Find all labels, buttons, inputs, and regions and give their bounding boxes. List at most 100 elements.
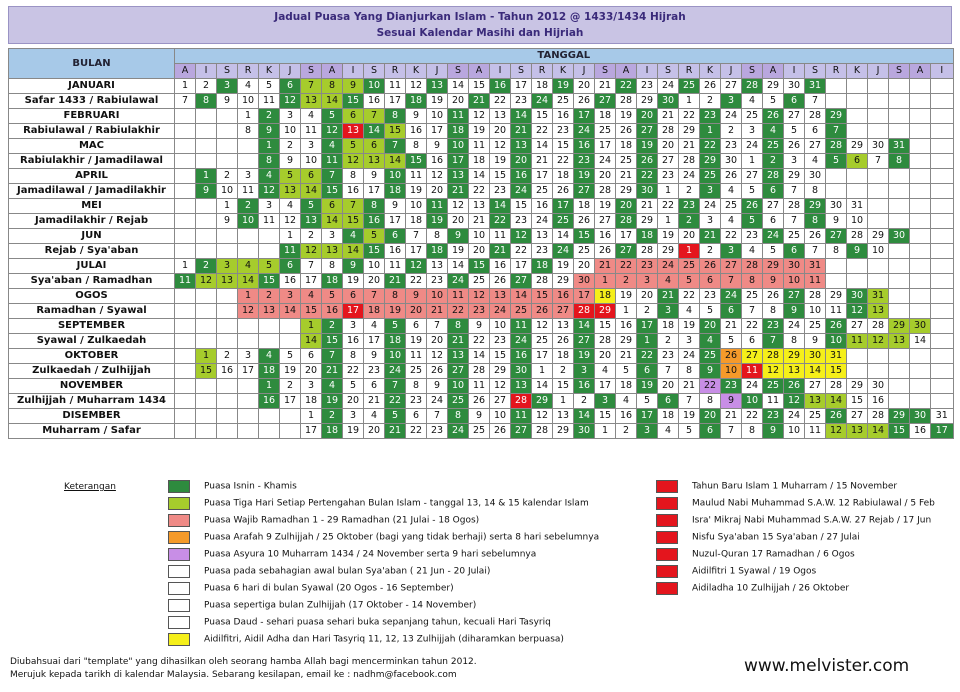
date-cell: 27 (720, 78, 742, 94)
date-cell: 21 (678, 138, 700, 154)
date-cell: 24 (510, 333, 532, 349)
legend-title: Keterangan (64, 482, 116, 492)
date-cell: 11 (321, 153, 343, 169)
date-cell: 19 (426, 213, 448, 229)
date-cell: 21 (426, 303, 448, 319)
legend-swatch (656, 565, 678, 578)
date-cell: 6 (783, 243, 805, 259)
hijri-row: Safar 1433 / Rabiulawal 7 8 9 10 11 12 13 14 15 16… (8, 93, 954, 109)
date-cell (216, 378, 238, 394)
date-cell: 20 (699, 408, 721, 424)
date-cell: 25 (594, 123, 616, 139)
date-cell: 26 (741, 198, 763, 214)
date-cell: 19 (489, 153, 511, 169)
date-cell (888, 213, 910, 229)
month-label: JANUARI (8, 78, 175, 94)
date-cell: 2 (195, 78, 217, 94)
date-cell: 2 (279, 378, 301, 394)
date-cell: 22 (489, 93, 511, 109)
date-cell: 6 (636, 363, 658, 379)
date-cell (930, 123, 954, 139)
date-cell: 31 (804, 78, 826, 94)
date-cell (237, 333, 259, 349)
date-cell: 15 (888, 423, 910, 439)
date-cell: 24 (594, 153, 616, 169)
date-cell: 6 (804, 123, 826, 139)
date-cell: 19 (552, 258, 574, 274)
footer-notes: Diubahsuai dari "template" yang dihasilk… (10, 656, 477, 682)
date-cell: 9 (699, 363, 721, 379)
date-cell: 21 (384, 273, 406, 289)
date-cell: 15 (510, 198, 532, 214)
legend-swatch (656, 582, 678, 595)
date-cell: 13 (489, 288, 511, 304)
date-cell: 11 (384, 258, 406, 274)
date-cell: 6 (342, 288, 364, 304)
date-cell: 2 (699, 93, 721, 109)
date-cell: 15 (321, 183, 343, 199)
date-cell: 20 (699, 318, 721, 334)
date-cell: 25 (804, 408, 826, 424)
date-cell: 5 (258, 78, 280, 94)
date-cell: 19 (636, 138, 658, 154)
date-cell: 20 (615, 198, 637, 214)
legend-swatch (168, 548, 190, 561)
date-cell: 25 (804, 318, 826, 334)
date-cell: 19 (573, 168, 595, 184)
date-cell: 20 (573, 258, 595, 274)
date-cell: 12 (279, 93, 301, 109)
date-cell: 16 (216, 363, 238, 379)
date-cell: 28 (825, 138, 847, 154)
date-cell: 30 (846, 288, 868, 304)
date-cell: 6 (321, 198, 343, 214)
date-cell: 28 (741, 78, 763, 94)
date-cell: 18 (405, 93, 427, 109)
month-row: JANUARI 1 2 3 4 5 6 7 8 9 10 11 12 13 14 15 16 17 18 19 20 21… (8, 78, 954, 94)
date-cell: 27 (615, 243, 637, 259)
date-cell: 23 (720, 378, 742, 394)
date-cell: 3 (741, 123, 763, 139)
date-cell (930, 273, 954, 289)
date-cell (930, 168, 954, 184)
date-cell: 14 (300, 183, 322, 199)
date-cell: 4 (342, 228, 364, 244)
site-link[interactable]: www.melvister.com (744, 656, 910, 676)
date-cell (258, 243, 280, 259)
date-cell: 25 (531, 183, 553, 199)
date-cell: 5 (342, 378, 364, 394)
date-cell: 14 (552, 228, 574, 244)
date-cell: 13 (468, 198, 490, 214)
date-cell: 28 (762, 348, 784, 364)
legend-item: Puasa Arafah 9 Zulhijjah / 25 Oktober (b… (168, 531, 599, 545)
date-cell: 29 (531, 393, 553, 409)
date-cell: 29 (636, 213, 658, 229)
date-cell: 9 (783, 303, 805, 319)
date-cell: 29 (636, 93, 658, 109)
date-cell: 30 (573, 273, 595, 289)
date-cell: 16 (615, 408, 637, 424)
tanggal-header: TANGGAL (174, 48, 954, 64)
date-cell (846, 78, 868, 94)
date-cell: 24 (783, 318, 805, 334)
date-cell: 3 (720, 243, 742, 259)
date-cell: 1 (279, 228, 301, 244)
date-cell: 17 (363, 183, 385, 199)
date-cell: 1 (195, 348, 217, 364)
date-cell (237, 393, 259, 409)
date-cell: 1 (237, 108, 259, 124)
weekday-header: I (783, 63, 805, 79)
date-cell: 17 (405, 243, 427, 259)
legend-text: Puasa Isnin - Khamis (204, 481, 297, 492)
date-cell (888, 258, 910, 274)
date-cell: 4 (237, 258, 259, 274)
date-cell: 17 (594, 378, 616, 394)
date-cell: 22 (720, 228, 742, 244)
date-cell: 2 (678, 183, 700, 199)
date-cell: 30 (909, 408, 931, 424)
date-cell: 14 (342, 243, 364, 259)
date-cell: 18 (594, 288, 616, 304)
date-cell: 16 (258, 393, 280, 409)
date-cell: 27 (510, 273, 532, 289)
date-cell: 27 (573, 333, 595, 349)
date-cell: 13 (342, 123, 364, 139)
